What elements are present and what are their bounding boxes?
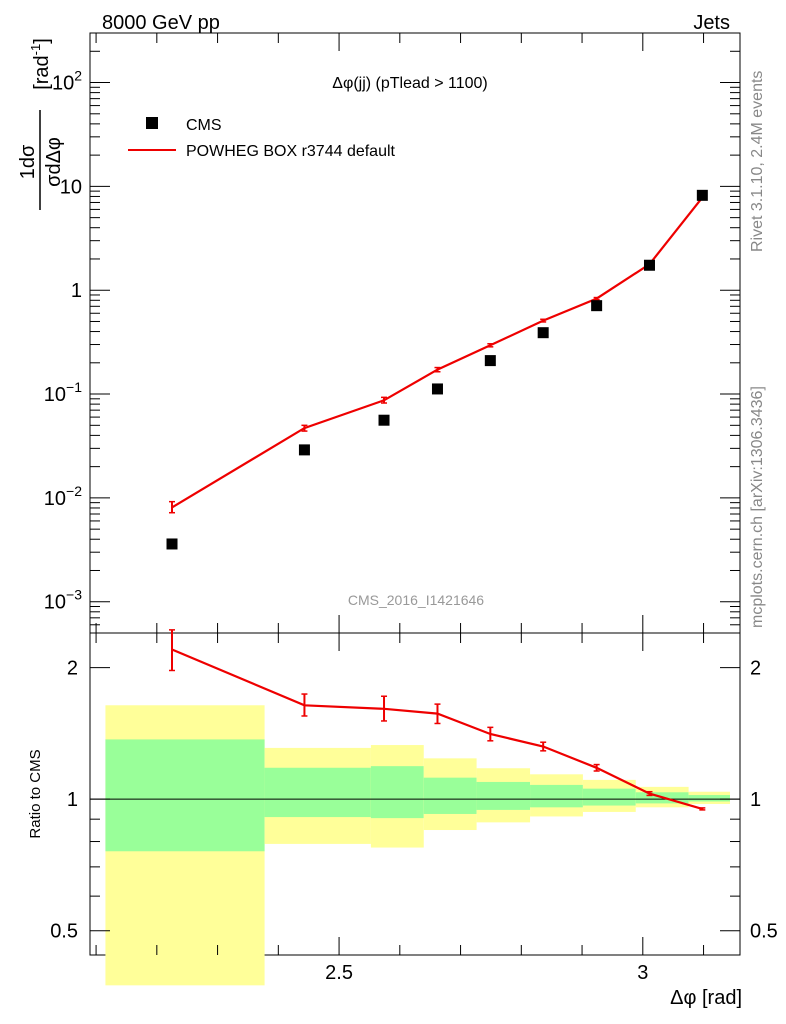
legend-cms-marker (146, 117, 158, 129)
main-y-tick-label: 10−2 (44, 483, 82, 510)
side-rivet-label: Rivet 3.1.10, 2.4M events (749, 71, 766, 252)
ylabel-num: 1 (17, 168, 39, 179)
ratio-y-tick-label: 0.5 (50, 921, 78, 943)
cms-data-point (696, 189, 708, 201)
ylabel-unit: [rad (31, 55, 53, 89)
main-y-tick-exp: 2 (74, 68, 82, 84)
cms-data-point (298, 444, 310, 456)
ratio-green-band (423, 777, 477, 814)
ratio-green-band (370, 766, 424, 819)
legend: CMS POWHEG BOX r3744 default (128, 117, 396, 160)
ylabel-unit-exp: -1 (28, 44, 43, 56)
cms-data-point (166, 538, 178, 550)
ratio-y-tick-label: 1 (67, 789, 78, 811)
ylabel-unit-close: ] (31, 38, 53, 44)
x-tick-label: 2.5 (325, 962, 353, 984)
ratio-green-band (105, 739, 265, 852)
powheg-line (171, 196, 704, 509)
ratio-y-axis-label: Ratio to CMS (27, 749, 44, 838)
cms-data-point (537, 327, 549, 339)
ratio-green-band (264, 767, 371, 818)
main-y-tick-base: 10 (44, 488, 66, 510)
x-axis-label: Δφ [rad] (670, 987, 742, 1009)
ratio-uncertainty-bands (105, 705, 730, 986)
main-y-tick-base: 10 (52, 73, 74, 95)
cms-data-point (591, 300, 603, 312)
side-mcplots-label: mcplots.cern.ch [arXiv:1306.3436] (749, 386, 766, 628)
cms-data-point (643, 259, 655, 271)
svg-text:σdΔφ: σdΔφ (43, 137, 65, 187)
legend-cms-label: CMS (186, 117, 222, 134)
ratio-axes: 0.5 0.5 1 1 2 2 2.5 3 (50, 633, 778, 984)
svg-text:1dσ: 1dσ (17, 144, 39, 179)
ratio-data-marks (169, 629, 706, 811)
main-y-tick-label: 10 (60, 176, 82, 198)
svg-text:[rad-1]: [rad-1] (28, 38, 53, 90)
ratio-green-band (530, 784, 583, 808)
ratio-y-tick-label-right: 1 (750, 789, 761, 811)
ylabel-den-rest: dΔφ (43, 137, 65, 174)
main-y-axis-label: 1dσ σdΔφ [rad-1] (17, 38, 65, 210)
cms-data-point (484, 355, 496, 367)
ratio-y-tick-label-right: 0.5 (750, 921, 778, 943)
ratio-green-band (582, 788, 636, 806)
ratio-plot-frame (89, 632, 741, 956)
cms-data-point (431, 383, 443, 395)
main-y-tick-label: 102 (52, 68, 82, 95)
main-data-marks (166, 189, 708, 550)
main-y-tick-base: 10 (44, 384, 66, 406)
main-y-tick-label: 10−1 (44, 379, 82, 406)
legend-powheg-label: POWHEG BOX r3744 default (186, 143, 396, 160)
main-y-tick-label: 1 (71, 280, 82, 302)
main-y-tick-base: 10 (60, 176, 82, 198)
x-tick-label: 3 (637, 962, 648, 984)
header-left-label: 8000 GeV pp (102, 12, 220, 34)
main-y-tick-base: 1 (71, 280, 82, 302)
main-y-tick-exp: −1 (66, 379, 82, 395)
ratio-green-band (688, 795, 730, 802)
cms-data-point (378, 414, 390, 426)
header-right-label: Jets (693, 12, 730, 34)
ylabel-den: σ (43, 174, 65, 187)
ratio-y-tick-label-right: 2 (750, 658, 761, 680)
main-plot-title: Δφ(jj) (pTlead > 1100) (332, 75, 488, 92)
main-y-tick-exp: −3 (66, 587, 82, 603)
analysis-watermark: CMS_2016_I1421646 (348, 592, 484, 608)
main-y-tick-label: 10−3 (44, 587, 82, 614)
main-y-tick-base: 10 (44, 592, 66, 614)
ylabel-num-rest: dσ (17, 144, 39, 168)
ratio-y-tick-label: 2 (67, 658, 78, 680)
ratio-green-band (476, 781, 531, 810)
main-y-tick-exp: −2 (66, 483, 82, 499)
